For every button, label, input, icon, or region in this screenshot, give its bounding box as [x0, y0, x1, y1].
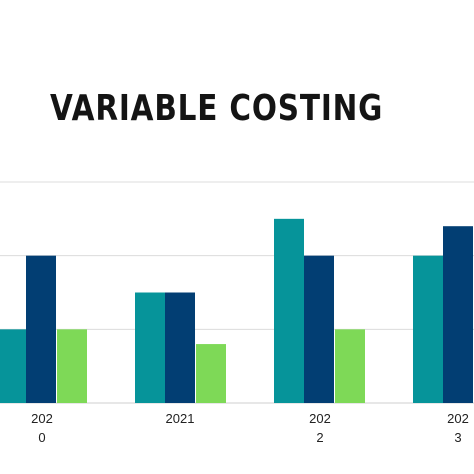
bar-series3-cat3 [335, 329, 365, 403]
x-tick-label: 202 0 [31, 411, 53, 445]
bar-series2-cat3 [304, 255, 334, 403]
bar-series1-cat2 [135, 292, 165, 403]
bar-series2-cat1 [26, 255, 56, 403]
bar-series1-cat3 [274, 218, 304, 403]
x-tick-label: 202 3 [447, 411, 469, 445]
bar-series3-cat1 [57, 329, 87, 403]
bar-series2-cat4 [443, 226, 473, 403]
bar-series1-cat1 [0, 329, 26, 403]
x-tick-label: 2021 [166, 411, 195, 426]
x-axis-tick-labels: 202 0 2021 202 2 202 3 [31, 411, 469, 445]
chart-title: VARIABLE COSTING [50, 88, 384, 129]
x-tick-label: 202 2 [309, 411, 331, 445]
bar-series2-cat2 [165, 292, 195, 403]
bar-series3-cat2 [196, 344, 226, 403]
bars [0, 218, 473, 403]
bar-series1-cat4 [413, 255, 443, 403]
